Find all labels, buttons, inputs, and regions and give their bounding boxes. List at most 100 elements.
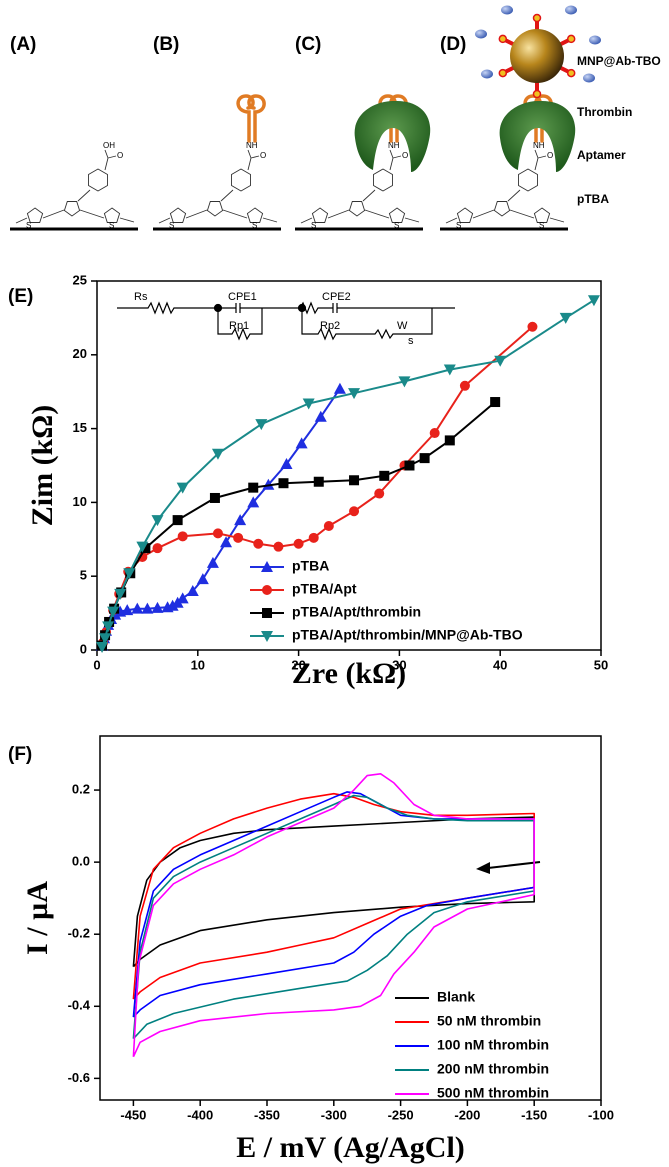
panel-label: (A) <box>10 34 36 55</box>
marker <box>137 552 148 563</box>
marker <box>398 376 411 388</box>
thiophene <box>246 207 264 223</box>
legend-label: pTBA <box>292 558 329 574</box>
antibody-tip <box>498 68 508 78</box>
atom-label: S <box>394 221 399 230</box>
x-axis-label: E / mV (Ag/AgCl) <box>236 1131 465 1164</box>
schematic-label: Aptamer <box>577 148 626 162</box>
x-tick-label: -200 <box>454 1107 480 1122</box>
marker <box>211 448 224 460</box>
marker <box>443 364 456 376</box>
panel-label: (D) <box>440 34 466 55</box>
y-tick-label: 20 <box>73 346 87 361</box>
x-tick-label: -350 <box>254 1107 280 1122</box>
antibody-tip <box>532 13 542 23</box>
atom-label: O <box>260 151 266 160</box>
legend-label: 200 nM thrombin <box>437 1061 549 1077</box>
x-tick-label: 10 <box>191 657 205 672</box>
thrombin <box>354 100 431 172</box>
thiophene <box>388 207 406 223</box>
marker <box>186 584 199 596</box>
marker <box>166 599 179 611</box>
x-tick-label: 0 <box>93 657 100 672</box>
tbo <box>475 29 487 39</box>
backbone <box>15 189 135 224</box>
marker <box>333 382 346 394</box>
thiophene <box>348 201 366 217</box>
chart: (F) -450 -400 -350 -300 -250 -200 -150 -100 -0.6 -… <box>8 735 614 1164</box>
backbone <box>445 189 565 224</box>
x-tick-label: 50 <box>594 657 608 672</box>
atom-label: S <box>169 221 174 230</box>
y-tick-label: 25 <box>73 272 87 287</box>
y-axis-label: Zim (kΩ) <box>26 405 59 527</box>
marker <box>123 568 136 580</box>
benzene <box>88 168 108 192</box>
circuit-label: Rp1 <box>229 320 249 332</box>
marker <box>233 532 244 543</box>
x-tick-label: 30 <box>392 657 406 672</box>
series-line <box>132 773 535 1058</box>
thiophene <box>533 207 551 223</box>
x-tick-label: -300 <box>321 1107 347 1122</box>
legend-label: 50 nM thrombin <box>437 1013 541 1029</box>
marker <box>348 388 361 400</box>
circuit-label: CPE2 <box>322 291 351 303</box>
marker <box>587 295 600 307</box>
marker <box>404 460 415 471</box>
antibody-tip <box>566 68 576 78</box>
marker <box>141 602 154 614</box>
legend-label: pTBA/Apt/thrombin <box>292 604 421 620</box>
marker <box>99 633 112 645</box>
marker <box>107 606 120 618</box>
thiophene <box>311 207 329 223</box>
antibody-tip <box>566 34 576 44</box>
series-line <box>132 792 535 1000</box>
benzene <box>373 168 393 192</box>
marker <box>429 428 440 439</box>
y-tick-label: 15 <box>73 420 87 435</box>
marker <box>308 532 319 543</box>
marker <box>293 538 304 549</box>
schematic-label: pTBA <box>577 192 609 206</box>
series-line <box>132 794 535 1040</box>
molecule <box>300 149 420 224</box>
atom-label: S <box>311 221 316 230</box>
marker <box>131 602 144 614</box>
x-tick-label: 40 <box>493 657 507 672</box>
atom-label: S <box>539 221 544 230</box>
panel-label: (E) <box>8 286 33 307</box>
marker <box>302 398 315 410</box>
benzene <box>518 168 538 192</box>
marker <box>459 380 470 391</box>
thiophene <box>206 201 224 217</box>
backbone <box>300 189 420 224</box>
benzene <box>231 168 251 192</box>
marker <box>313 476 324 487</box>
schematic-label: Thrombin <box>577 105 632 119</box>
marker <box>261 631 273 642</box>
marker <box>152 543 163 554</box>
marker <box>280 458 293 470</box>
x-tick-label: -100 <box>588 1107 614 1122</box>
atom-label: S <box>26 221 31 230</box>
marker <box>151 515 164 527</box>
marker <box>234 514 247 526</box>
marker <box>374 488 385 499</box>
marker <box>262 478 275 490</box>
molecule <box>445 149 565 224</box>
marker <box>248 482 259 493</box>
marker <box>136 541 149 553</box>
panel-label: (C) <box>295 34 321 55</box>
y-tick-label: 5 <box>80 568 87 583</box>
y-tick-label: 0.2 <box>72 781 90 796</box>
marker <box>444 435 455 446</box>
y-axis-label: I / µA <box>21 881 54 955</box>
linker <box>389 149 402 171</box>
atom-label: OH <box>103 141 115 150</box>
x-tick-label: -400 <box>187 1107 213 1122</box>
marker <box>419 453 430 464</box>
x-tick-label: -150 <box>521 1107 547 1122</box>
legend-label: 500 nM thrombin <box>437 1085 549 1101</box>
